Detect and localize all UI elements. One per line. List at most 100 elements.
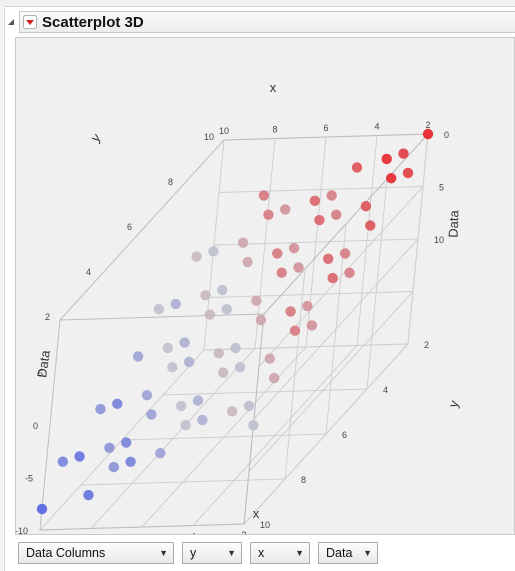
data-point <box>234 362 246 373</box>
data-point <box>280 204 291 215</box>
x-column-dropdown[interactable]: x ▼ <box>250 542 310 564</box>
data-point <box>309 195 321 206</box>
data-columns-dropdown[interactable]: Data Columns ▼ <box>18 542 174 564</box>
data-tick-label: 10 <box>434 235 444 245</box>
data-point <box>221 304 232 315</box>
data-point <box>398 148 409 159</box>
data-point <box>402 167 414 179</box>
data-tick-label: 5 <box>38 369 43 379</box>
data-point <box>289 325 301 336</box>
data-point <box>288 242 300 254</box>
cube-edge-line <box>263 133 429 315</box>
data-point <box>108 461 120 473</box>
y-column-dropdown-label: y <box>190 546 197 560</box>
y-column-dropdown[interactable]: y ▼ <box>182 542 242 564</box>
data-point <box>191 251 202 262</box>
data-point <box>422 128 434 140</box>
data-point <box>276 267 287 278</box>
data-point <box>104 442 115 453</box>
data-points <box>36 128 434 515</box>
y-tick-label: 2 <box>424 340 429 350</box>
left-y-axis-label: y <box>88 130 104 145</box>
top-toolbar-strip <box>0 0 515 7</box>
data-point <box>360 201 372 212</box>
data-point <box>141 390 153 401</box>
data-point <box>36 503 48 515</box>
outline-header: Scatterplot 3D <box>4 11 515 33</box>
y-tick-label: 10 <box>260 520 270 530</box>
data-point <box>323 253 334 264</box>
data-tick-label: 5 <box>439 183 444 193</box>
y-tick-label: 10 <box>204 132 214 142</box>
top-x-axis-label: x <box>270 80 277 95</box>
data-point <box>132 351 144 362</box>
y-tick-label: 8 <box>168 177 173 187</box>
data-point <box>204 309 216 320</box>
data-point <box>264 353 275 364</box>
data-point <box>314 214 325 226</box>
data-point <box>302 300 313 312</box>
cube-edge-line <box>59 313 265 321</box>
side-wall-grid-line <box>258 186 424 367</box>
data-point <box>146 409 157 420</box>
floor-grid-line <box>243 343 409 525</box>
left-outline-gutter <box>0 6 5 571</box>
cube-edge-line <box>39 319 61 531</box>
y-tick-label: 4 <box>86 267 91 277</box>
data-point <box>226 406 238 417</box>
data-tick-label: -5 <box>25 474 33 484</box>
data-point <box>285 306 296 317</box>
y-tick-label: 6 <box>342 430 347 440</box>
data-point <box>162 342 173 354</box>
y-tick-label: 6 <box>127 222 132 232</box>
data-point <box>95 403 106 415</box>
floor-grid-line <box>121 433 327 441</box>
data-point <box>351 162 363 173</box>
data-point <box>258 190 270 201</box>
data-tick-label: 0 <box>444 130 449 140</box>
data-point <box>213 348 224 359</box>
data-point <box>386 173 397 184</box>
data-point <box>230 342 241 354</box>
y-tick-label: 4 <box>383 385 388 395</box>
data-point <box>381 153 392 165</box>
x-tick-label: 6 <box>323 123 328 133</box>
cube-edge-line <box>243 313 265 525</box>
back-wall-grid-line <box>407 133 429 345</box>
data-column-dropdown-label: Data <box>326 546 353 560</box>
cube-edge-line <box>223 133 429 141</box>
data-point <box>57 456 68 467</box>
data-point <box>326 190 337 201</box>
data-point <box>179 337 190 348</box>
data-point <box>365 220 376 231</box>
y-tick-label: 8 <box>301 475 306 485</box>
data-point <box>192 395 204 406</box>
data-column-dropdown[interactable]: Data ▼ <box>318 542 378 564</box>
data-tick-label: 0 <box>33 421 38 431</box>
data-point <box>125 456 136 467</box>
data-columns-dropdown-label: Data Columns <box>26 546 106 560</box>
data-point <box>237 237 249 248</box>
x-tick-label: 10 <box>219 126 229 136</box>
data-point <box>183 356 195 368</box>
chevron-down-icon: ▼ <box>363 548 372 558</box>
data-point <box>167 362 178 373</box>
right-z-axis-label: Data <box>446 209 462 238</box>
x-tick-label: 8 <box>272 125 277 135</box>
data-point <box>200 290 211 301</box>
x-tick-label: 4 <box>374 122 379 132</box>
red-triangle-menu-icon[interactable] <box>23 15 37 29</box>
data-point <box>272 248 283 259</box>
data-point <box>176 400 187 412</box>
data-point <box>327 272 338 284</box>
floor-grid-line <box>192 345 358 526</box>
data-point <box>248 420 259 431</box>
outline-title-box: Scatterplot 3D <box>19 11 515 33</box>
data-point <box>269 372 280 384</box>
grid-lines <box>39 133 429 531</box>
data-point <box>293 262 304 273</box>
collapse-triangle-icon[interactable] <box>5 16 17 28</box>
